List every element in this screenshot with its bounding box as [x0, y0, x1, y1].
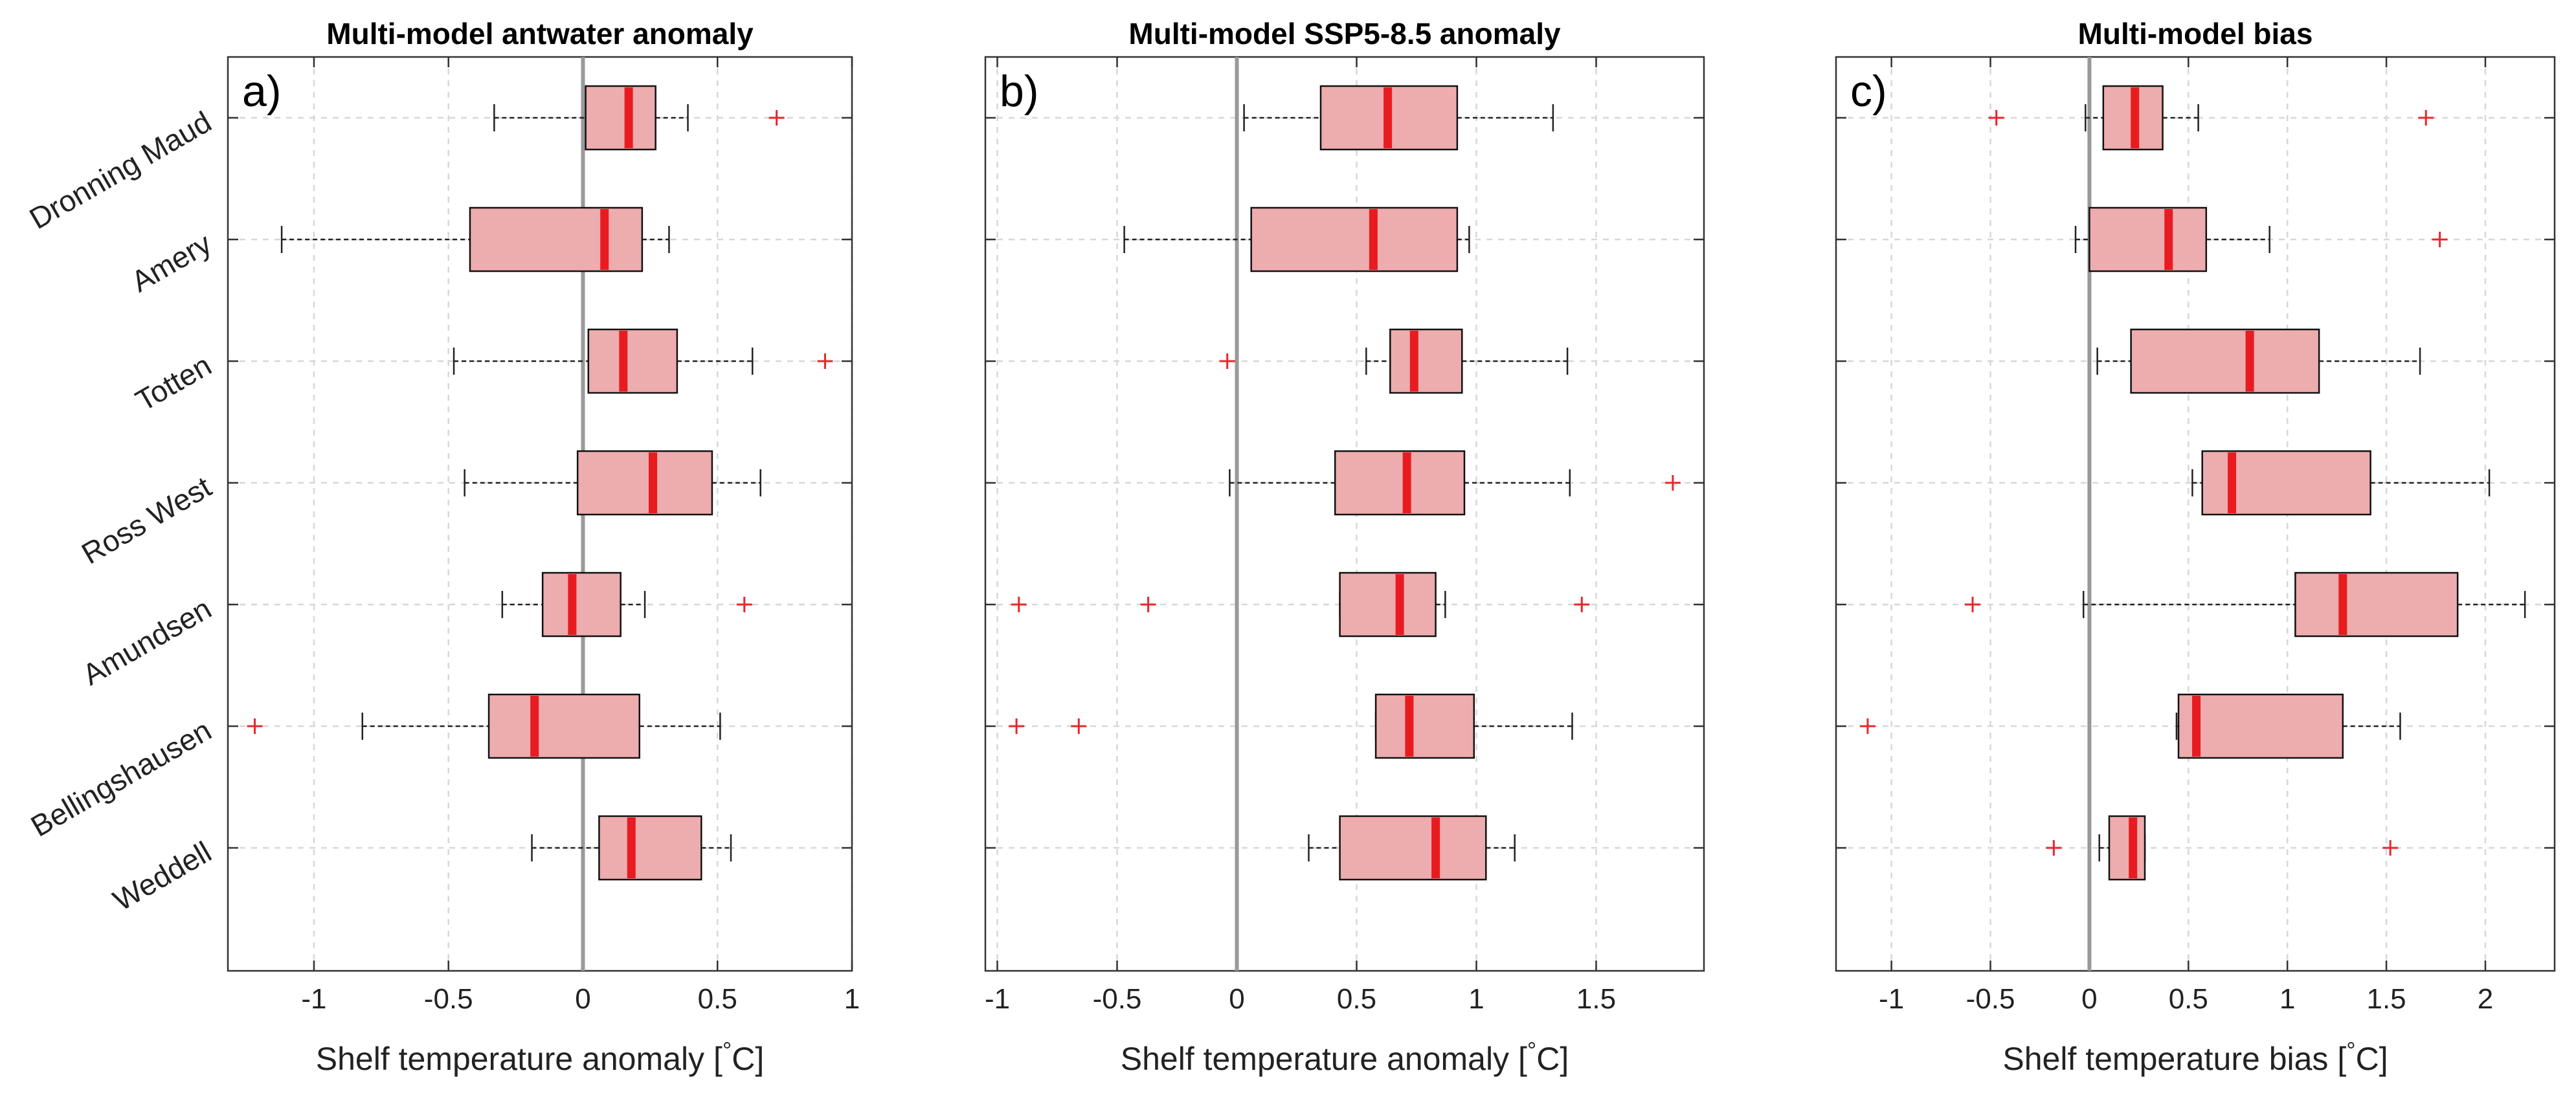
iqr-box [487, 693, 640, 759]
outlier-marker [247, 718, 263, 734]
x-tick-label: -1 [985, 983, 1010, 1015]
iqr-box [585, 85, 656, 151]
iqr-box [2177, 693, 2344, 759]
panel-label: b) [1000, 67, 1038, 116]
box-totten [1219, 328, 1569, 394]
box-amery [1123, 206, 1470, 272]
outlier-marker [1574, 597, 1590, 612]
panel-2: -1 -0.5 0 0.5 1 1.5 b) Multi-model SSP5-8.5 ano… [984, 17, 1705, 1077]
y-tick-label: Bellingshausen [25, 713, 217, 843]
x-tick-label: 1.5 [2366, 983, 2406, 1015]
outlier-marker [1071, 718, 1087, 734]
x-tick-label: -1 [1879, 983, 1904, 1015]
iqr-box [2089, 206, 2208, 272]
panel-label: a) [242, 67, 281, 116]
outlier-marker [1988, 110, 2004, 126]
iqr-box [541, 572, 622, 638]
box-totten [2096, 328, 2421, 394]
box-weddell [531, 815, 732, 881]
box-ross-west [2191, 450, 2491, 516]
x-tick-label: 0 [575, 983, 590, 1015]
outlier-marker [768, 110, 785, 126]
outlier-marker [2046, 840, 2062, 856]
plot-frame [227, 56, 853, 972]
y-tick-label: Amundsen [77, 592, 217, 692]
iqr-box [1250, 206, 1459, 272]
box-weddell [2046, 815, 2399, 881]
iqr-box [1334, 450, 1466, 516]
box-bellingshausen [1009, 693, 1573, 759]
iqr-box [587, 328, 678, 394]
x-axis-label: Shelf temperature bias [°C] [2002, 1037, 2388, 1077]
plot-frame [984, 56, 1705, 972]
box-amundsen [1011, 572, 1590, 638]
iqr-box [598, 815, 702, 881]
x-tick-label: 0 [1229, 983, 1244, 1015]
box-dronning-maud [1243, 85, 1554, 151]
x-tick-label: -1 [301, 983, 326, 1015]
iqr-box [576, 450, 713, 516]
outlier-marker [817, 353, 833, 369]
x-tick-label: -0.5 [424, 983, 473, 1015]
box-weddell [1308, 815, 1516, 881]
x-axis-label: Shelf temperature anomaly [°C] [316, 1037, 765, 1077]
box-totten [453, 328, 833, 394]
box-dronning-maud [493, 85, 785, 151]
iqr-box [1374, 693, 1475, 759]
x-tick-label: 0.5 [1337, 983, 1376, 1015]
iqr-box [1339, 815, 1487, 881]
outlier-marker [1859, 718, 1876, 734]
iqr-box [2130, 328, 2320, 394]
iqr-box [2294, 572, 2459, 638]
outlier-marker [1140, 597, 1156, 612]
iqr-box [469, 206, 644, 272]
iqr-box [2201, 450, 2371, 516]
x-tick-label: 1 [1468, 983, 1484, 1015]
x-tick-label: -0.5 [1093, 983, 1142, 1015]
panel-title: Multi-model bias [2078, 17, 2313, 50]
outlier-marker [2382, 840, 2399, 856]
box-bellingshausen [1859, 693, 2401, 759]
box-amundsen [501, 572, 752, 638]
x-tick-label: -0.5 [1966, 983, 2015, 1015]
x-tick-label: 1 [844, 983, 860, 1015]
panel-1: -1 -0.5 0 0.5 1 a) Multi-model antwater anomal… [24, 17, 860, 1077]
outlier-marker [1219, 353, 1235, 369]
y-tick-label: Totten [129, 348, 217, 418]
box-amery [2074, 206, 2448, 272]
box-amery [280, 206, 670, 272]
outlier-marker [2418, 110, 2434, 126]
x-tick-label: 0.5 [698, 983, 737, 1015]
iqr-box [2108, 815, 2146, 881]
x-tick-label: 0 [2081, 983, 2097, 1015]
x-tick-label: 2 [2478, 983, 2493, 1015]
panel-label: c) [1850, 67, 1887, 116]
y-tick-label: Ross West [76, 470, 217, 571]
box-ross-west [464, 450, 761, 516]
outlier-marker [1664, 475, 1681, 491]
panel-3: -1 -0.5 0 0.5 1 1.5 2 c) Multi-model bias Shelf t… [1835, 17, 2556, 1077]
outlier-marker [2432, 232, 2448, 247]
y-tick-label: Dronning Maud [24, 105, 217, 236]
x-tick-label: 1.5 [1576, 983, 1616, 1015]
x-tick-label: 1 [2279, 983, 2295, 1015]
box-amundsen [1964, 572, 2526, 638]
outlier-marker [1011, 597, 1027, 612]
x-axis-label: Shelf temperature anomaly [°C] [1121, 1037, 1569, 1077]
outlier-marker [1964, 597, 1980, 612]
y-tick-label: Weddell [107, 835, 217, 918]
panel-title: Multi-model SSP5-8.5 anomaly [1128, 17, 1561, 50]
panel-title: Multi-model antwater anomaly [326, 17, 754, 50]
box-dronning-maud [1988, 85, 2434, 151]
box-bellingshausen [247, 693, 721, 759]
x-tick-label: 0.5 [2169, 983, 2208, 1015]
y-tick-label: Amery [126, 227, 217, 298]
plot-frame [1835, 56, 2556, 972]
box-ross-west [1229, 450, 1681, 516]
outlier-marker [736, 597, 752, 612]
outlier-marker [1009, 718, 1025, 734]
iqr-box [1389, 328, 1463, 394]
iqr-box [1339, 572, 1437, 638]
